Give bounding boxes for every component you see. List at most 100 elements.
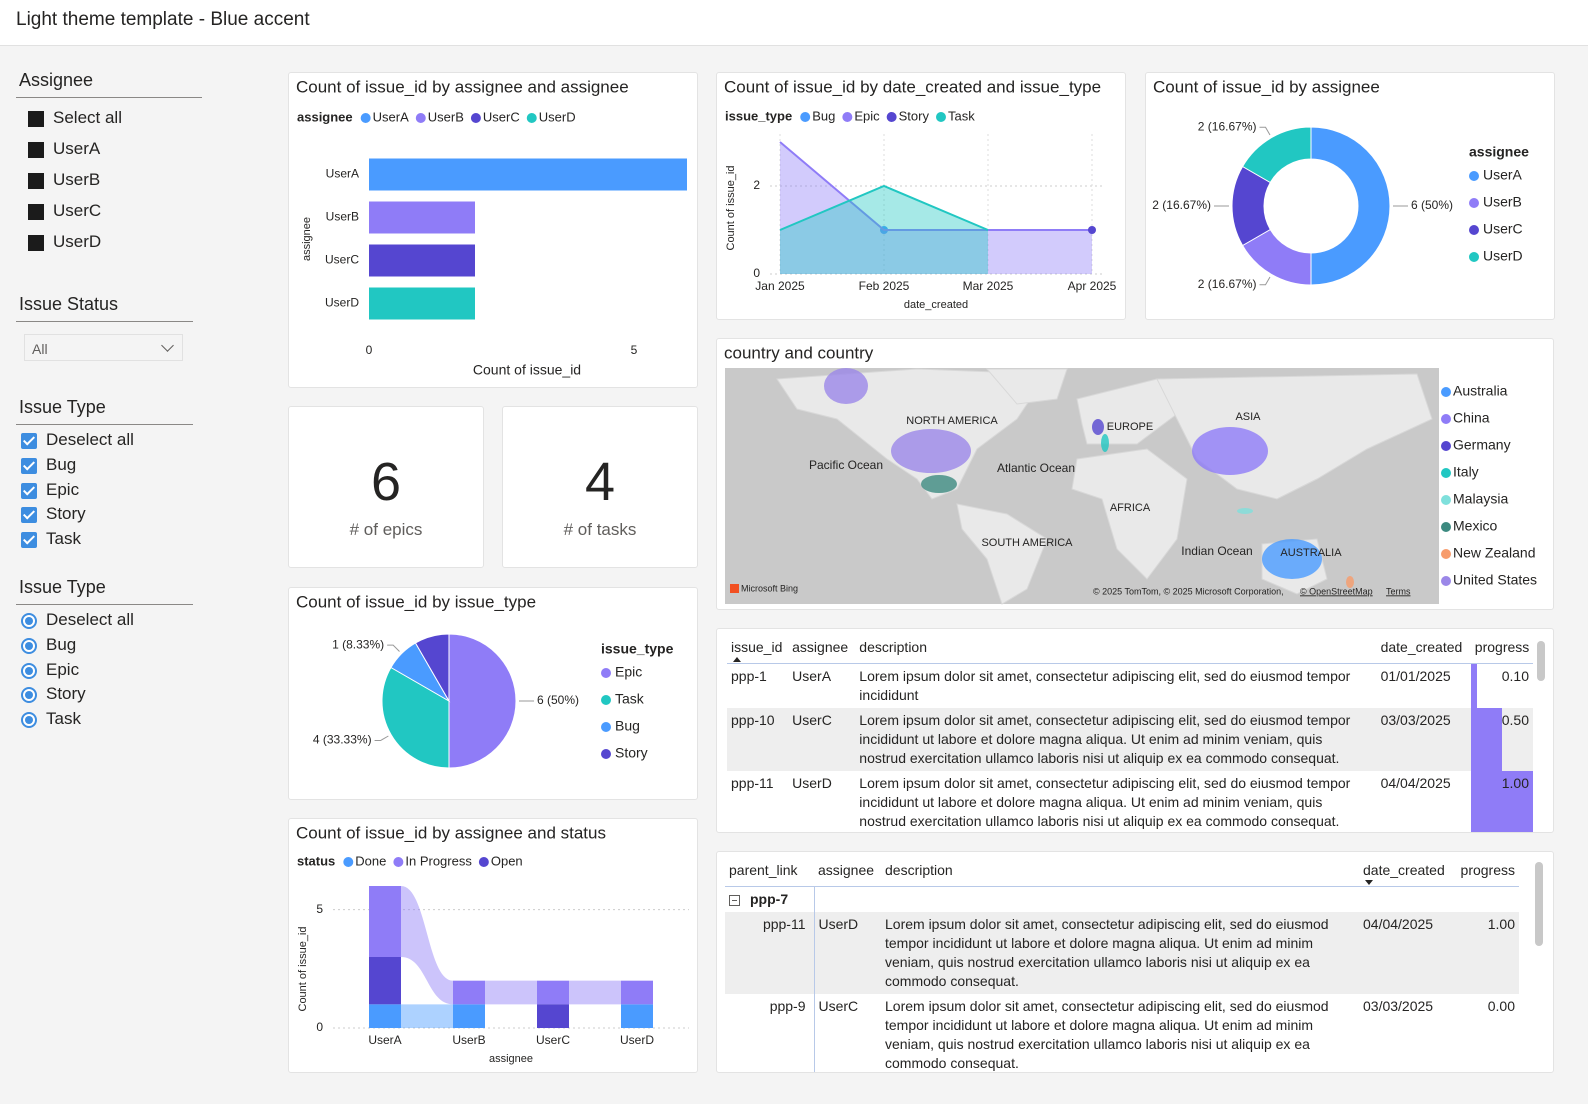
ribbon-column	[369, 886, 401, 957]
slicer-item[interactable]: Story	[16, 503, 193, 528]
legend-marker	[601, 695, 611, 705]
slicer-item[interactable]: Deselect all	[16, 609, 193, 634]
country-shape[interactable]	[1101, 434, 1109, 452]
country-shape[interactable]	[1192, 427, 1268, 475]
y-tick-label: 2	[753, 178, 760, 192]
y-axis-title: Count of issue_id	[725, 166, 737, 251]
slicer-item[interactable]: UserB	[16, 166, 202, 197]
slicer-item[interactable]: Task	[16, 528, 193, 553]
slicer-item[interactable]: Bug	[16, 634, 193, 659]
donut-slice	[1310, 126, 1391, 286]
table-cell: 0.00	[1487, 998, 1515, 1014]
legend-label: UserD	[539, 109, 576, 124]
group-cell[interactable]: ppp-7	[725, 886, 815, 912]
x-tick-label: Mar 2025	[963, 279, 1014, 293]
column-header[interactable]: progress	[1452, 856, 1519, 887]
legend-marker	[601, 668, 611, 678]
legend-marker	[415, 113, 426, 123]
column-header[interactable]: issue_id	[727, 633, 789, 664]
matrix-panel: parent_link assignee description date_creat…	[716, 851, 1554, 1073]
legend-label: China	[1453, 410, 1490, 426]
legend-marker	[1469, 225, 1479, 235]
slicer-item-label: Task	[46, 709, 81, 728]
legend-marker	[470, 113, 481, 123]
slicer-item[interactable]: Epic	[16, 479, 193, 504]
slicer-item[interactable]: UserC	[16, 197, 202, 228]
card-value: 4	[584, 452, 616, 512]
country-shape[interactable]	[921, 475, 957, 493]
map-attribution: Microsoft Bing	[741, 583, 798, 593]
column-header[interactable]: assignee	[814, 856, 881, 887]
legend-label: UserC	[483, 109, 520, 124]
tile-box	[28, 173, 44, 189]
header-row: issue_id assignee description date_created p…	[727, 633, 1533, 664]
chart-panel: Count of issue_id by issue_type 6 (50%) 4 …	[288, 587, 698, 800]
slicer-item[interactable]: Task	[16, 708, 193, 733]
country-shape[interactable]	[824, 368, 868, 404]
slicer-item[interactable]: Epic	[16, 659, 193, 684]
table-cell: UserC	[818, 998, 859, 1014]
header-row: parent_link assignee description date_creat…	[725, 856, 1519, 887]
column-header[interactable]: assignee	[788, 633, 856, 664]
x-tick-label: 0	[366, 343, 373, 357]
legend-marker	[1441, 495, 1451, 505]
column-header[interactable]: description	[881, 856, 1359, 887]
slicer-item-label: Bug	[46, 634, 77, 654]
data-bar	[1470, 708, 1502, 771]
x-tick-label: Feb 2025	[859, 279, 910, 293]
dropdown[interactable]: All	[24, 334, 183, 361]
country-shape[interactable]	[1092, 419, 1104, 435]
country-shape[interactable]	[891, 429, 971, 473]
table-cell: Lorem ipsum dolor sit amet, consectetur …	[855, 708, 1377, 771]
column-header[interactable]: parent_link	[725, 856, 814, 887]
slicer-item[interactable]: Select all	[16, 104, 202, 135]
column-header[interactable]: progress	[1470, 633, 1533, 664]
table-cell: ppp-10	[727, 708, 789, 771]
column-header[interactable]: description	[855, 633, 1377, 664]
map-label: Atlantic Ocean	[997, 461, 1075, 475]
point	[1088, 226, 1096, 234]
slicer-item-label: Epic	[46, 659, 80, 679]
map-attribution: © OpenStreetMap	[1300, 586, 1373, 596]
progress-cell: 1.00	[1470, 771, 1533, 832]
chart-canvas: Count of issue_id by date_created and is…	[724, 77, 1117, 310]
slicer-item[interactable]: UserD	[16, 228, 202, 259]
table-cell: UserD	[814, 912, 881, 994]
legend-label: Epic	[615, 664, 642, 680]
chart-title: Count of issue_id by date_created and is…	[724, 77, 1101, 96]
x-tick-label: Apr 2025	[1068, 279, 1117, 293]
legend-label: United States	[1453, 572, 1537, 588]
legend-marker	[343, 857, 354, 867]
tile-box	[28, 235, 44, 251]
country-shape[interactable]	[1346, 576, 1354, 588]
slicer-item-label: Select all	[53, 108, 122, 127]
ribbon-column	[621, 980, 653, 1005]
legend-title: assignee	[1469, 144, 1529, 160]
country-shape[interactable]	[1237, 508, 1253, 514]
leader-line	[374, 735, 389, 741]
legend-label: Story	[899, 108, 930, 123]
legend-label: Open	[491, 853, 523, 868]
slicer-item[interactable]: Story	[16, 683, 193, 708]
table-cell: 04/04/2025	[1359, 912, 1452, 994]
slicer-item[interactable]: UserA	[16, 135, 202, 166]
slicer-item[interactable]: Deselect all	[16, 429, 193, 454]
country-shape[interactable]	[1262, 539, 1322, 579]
legend-label: Epic	[854, 108, 880, 123]
legend-marker	[1469, 252, 1479, 262]
chart-title: Count of issue_id by assignee	[1153, 77, 1380, 96]
column-header[interactable]: date_created	[1359, 856, 1452, 887]
legend-label: Task	[615, 691, 645, 707]
table-cell: 1.00	[1452, 912, 1519, 994]
slicer-item[interactable]: Bug	[16, 454, 193, 479]
card-label: # of tasks	[563, 520, 637, 539]
legend-marker	[1441, 414, 1451, 424]
legend-marker	[360, 113, 371, 123]
slicer-item-label: Story	[46, 684, 86, 704]
map-label: ASIA	[1235, 411, 1261, 423]
tile-box	[28, 204, 44, 220]
y-tick-label: UserD	[325, 296, 359, 310]
data-label: 1 (8.33%)	[332, 637, 384, 651]
column-header[interactable]: date_created	[1376, 633, 1471, 664]
chart-panel: country and country NORTH AMERICA EUROPE AS…	[716, 338, 1554, 610]
